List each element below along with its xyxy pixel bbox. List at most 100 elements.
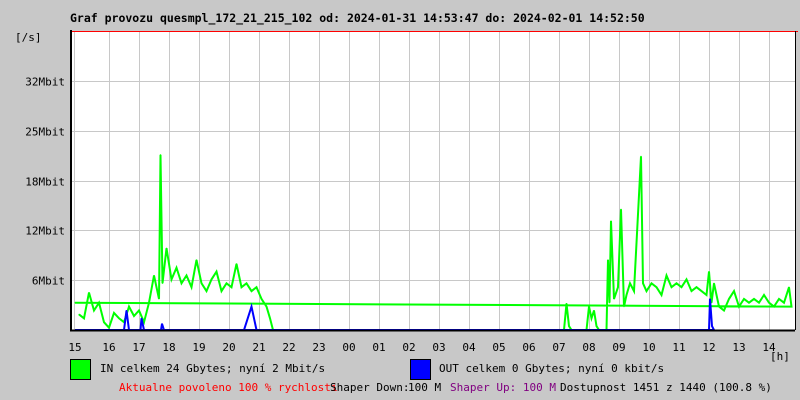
data-point-in bbox=[733, 290, 735, 292]
x-tick-label: 01 bbox=[372, 341, 385, 354]
data-point-in bbox=[763, 294, 765, 296]
data-point-in bbox=[738, 306, 740, 308]
x-tick-label: 11 bbox=[672, 341, 685, 354]
shaper-down-label: Shaper Down: bbox=[330, 381, 409, 394]
legend-in-swatch bbox=[70, 359, 91, 380]
data-point-out bbox=[126, 310, 127, 312]
shaper-down-value: 100 M bbox=[408, 381, 441, 394]
data-point-in bbox=[171, 278, 172, 280]
data-point-in bbox=[588, 306, 590, 308]
data-point-in bbox=[768, 302, 770, 304]
data-point-in bbox=[241, 286, 242, 288]
data-point-in bbox=[103, 321, 105, 323]
y-tick-label: 32Mbit bbox=[25, 76, 65, 89]
data-point-in bbox=[651, 282, 652, 284]
data-point-in bbox=[256, 286, 257, 288]
x-tick-label: 04 bbox=[462, 341, 476, 354]
data-point-in bbox=[143, 321, 145, 323]
data-point-in bbox=[728, 298, 730, 300]
data-point-in bbox=[148, 302, 150, 304]
plot-area bbox=[71, 31, 795, 330]
data-point-in bbox=[607, 259, 609, 261]
x-tick-label: 12 bbox=[702, 341, 715, 354]
data-point-in bbox=[186, 274, 187, 276]
x-tick-label: 20 bbox=[222, 341, 235, 354]
data-point-out bbox=[711, 325, 713, 327]
x-tick-label: 21 bbox=[252, 341, 265, 354]
series-line-in bbox=[74, 154, 793, 331]
data-point-in bbox=[593, 310, 595, 312]
data-point-in bbox=[626, 294, 627, 296]
data-point-out bbox=[251, 306, 252, 308]
data-point-in bbox=[176, 267, 177, 269]
data-point-in bbox=[153, 274, 155, 276]
legend-out-swatch bbox=[410, 359, 431, 380]
x-tick-label: 02 bbox=[402, 341, 415, 354]
data-point-in bbox=[113, 312, 115, 314]
data-point-in bbox=[620, 208, 622, 210]
data-point-in bbox=[78, 313, 80, 315]
x-tick-labels: 15 16 17 18 19 20 21 22 23 00 01 02 03 04 05 06 07 08 09 10… bbox=[68, 341, 776, 354]
data-point-in bbox=[266, 306, 267, 308]
data-point-in bbox=[83, 317, 85, 319]
data-point-in bbox=[591, 317, 592, 319]
legend-in-label: IN celkem 24 Gbytes; nyní 2 Mbit/s bbox=[100, 362, 325, 375]
data-point-in bbox=[221, 290, 222, 292]
x-tick-label: 23 bbox=[312, 341, 325, 354]
availability-text: Dostupnost 1451 z 1440 (100.8 %) bbox=[560, 381, 772, 394]
x-tick-label: 19 bbox=[192, 341, 205, 354]
data-point-out bbox=[246, 321, 247, 323]
data-point-in bbox=[642, 282, 644, 284]
data-point-in bbox=[74, 302, 76, 304]
data-point-in bbox=[160, 154, 161, 156]
data-point-in bbox=[743, 298, 745, 300]
data-point-out bbox=[161, 323, 163, 325]
data-point-in bbox=[566, 303, 567, 305]
x-tick-label: 22 bbox=[282, 341, 295, 354]
data-point-in bbox=[138, 310, 140, 312]
shaper-up-text: Shaper Up: 100 M bbox=[450, 381, 556, 394]
data-point-in bbox=[791, 306, 792, 308]
data-point-in bbox=[201, 282, 202, 284]
data-point-in bbox=[206, 290, 207, 292]
y-tick-label: 6Mbit bbox=[32, 275, 65, 288]
data-point-in bbox=[88, 292, 90, 294]
data-point-in bbox=[696, 286, 697, 288]
data-point-in bbox=[656, 286, 657, 288]
data-point-in bbox=[596, 325, 597, 327]
allowed-speed-text: Aktualne povoleno 100 % rychlosti bbox=[119, 381, 338, 394]
x-tick-label: 15 bbox=[68, 341, 81, 354]
data-point-in bbox=[676, 282, 677, 284]
data-point-in bbox=[191, 286, 192, 288]
data-point-out bbox=[253, 317, 255, 319]
data-point-in bbox=[226, 282, 227, 284]
data-point-in bbox=[706, 294, 707, 296]
data-point-in bbox=[783, 302, 785, 304]
data-point-in bbox=[261, 298, 262, 300]
data-point-in bbox=[723, 310, 725, 312]
data-point-in bbox=[778, 298, 780, 300]
data-point-in bbox=[108, 327, 110, 329]
data-point-in bbox=[246, 282, 247, 284]
data-point-in bbox=[686, 278, 687, 280]
x-tick-label: 16 bbox=[102, 341, 115, 354]
data-point-in bbox=[701, 290, 702, 292]
x-tick-label: 08 bbox=[582, 341, 595, 354]
data-point-in bbox=[748, 302, 750, 304]
data-point-in bbox=[691, 290, 692, 292]
data-point-out bbox=[141, 317, 142, 319]
data-point-in bbox=[671, 286, 672, 288]
data-point-in bbox=[713, 282, 715, 284]
x-tick-label: 03 bbox=[432, 341, 445, 354]
data-point-in bbox=[708, 271, 710, 273]
y-tick-label: 12Mbit bbox=[25, 225, 65, 238]
data-point-in bbox=[158, 298, 160, 300]
data-point-in bbox=[640, 155, 642, 157]
data-point-in bbox=[166, 247, 167, 249]
grid bbox=[71, 31, 795, 330]
y-tick-labels: 6Mbit 12Mbit 18Mbit 25Mbit 32Mbit bbox=[25, 76, 65, 288]
data-point-in bbox=[711, 302, 712, 304]
data-point-in bbox=[236, 263, 237, 265]
data-point-in bbox=[681, 286, 682, 288]
